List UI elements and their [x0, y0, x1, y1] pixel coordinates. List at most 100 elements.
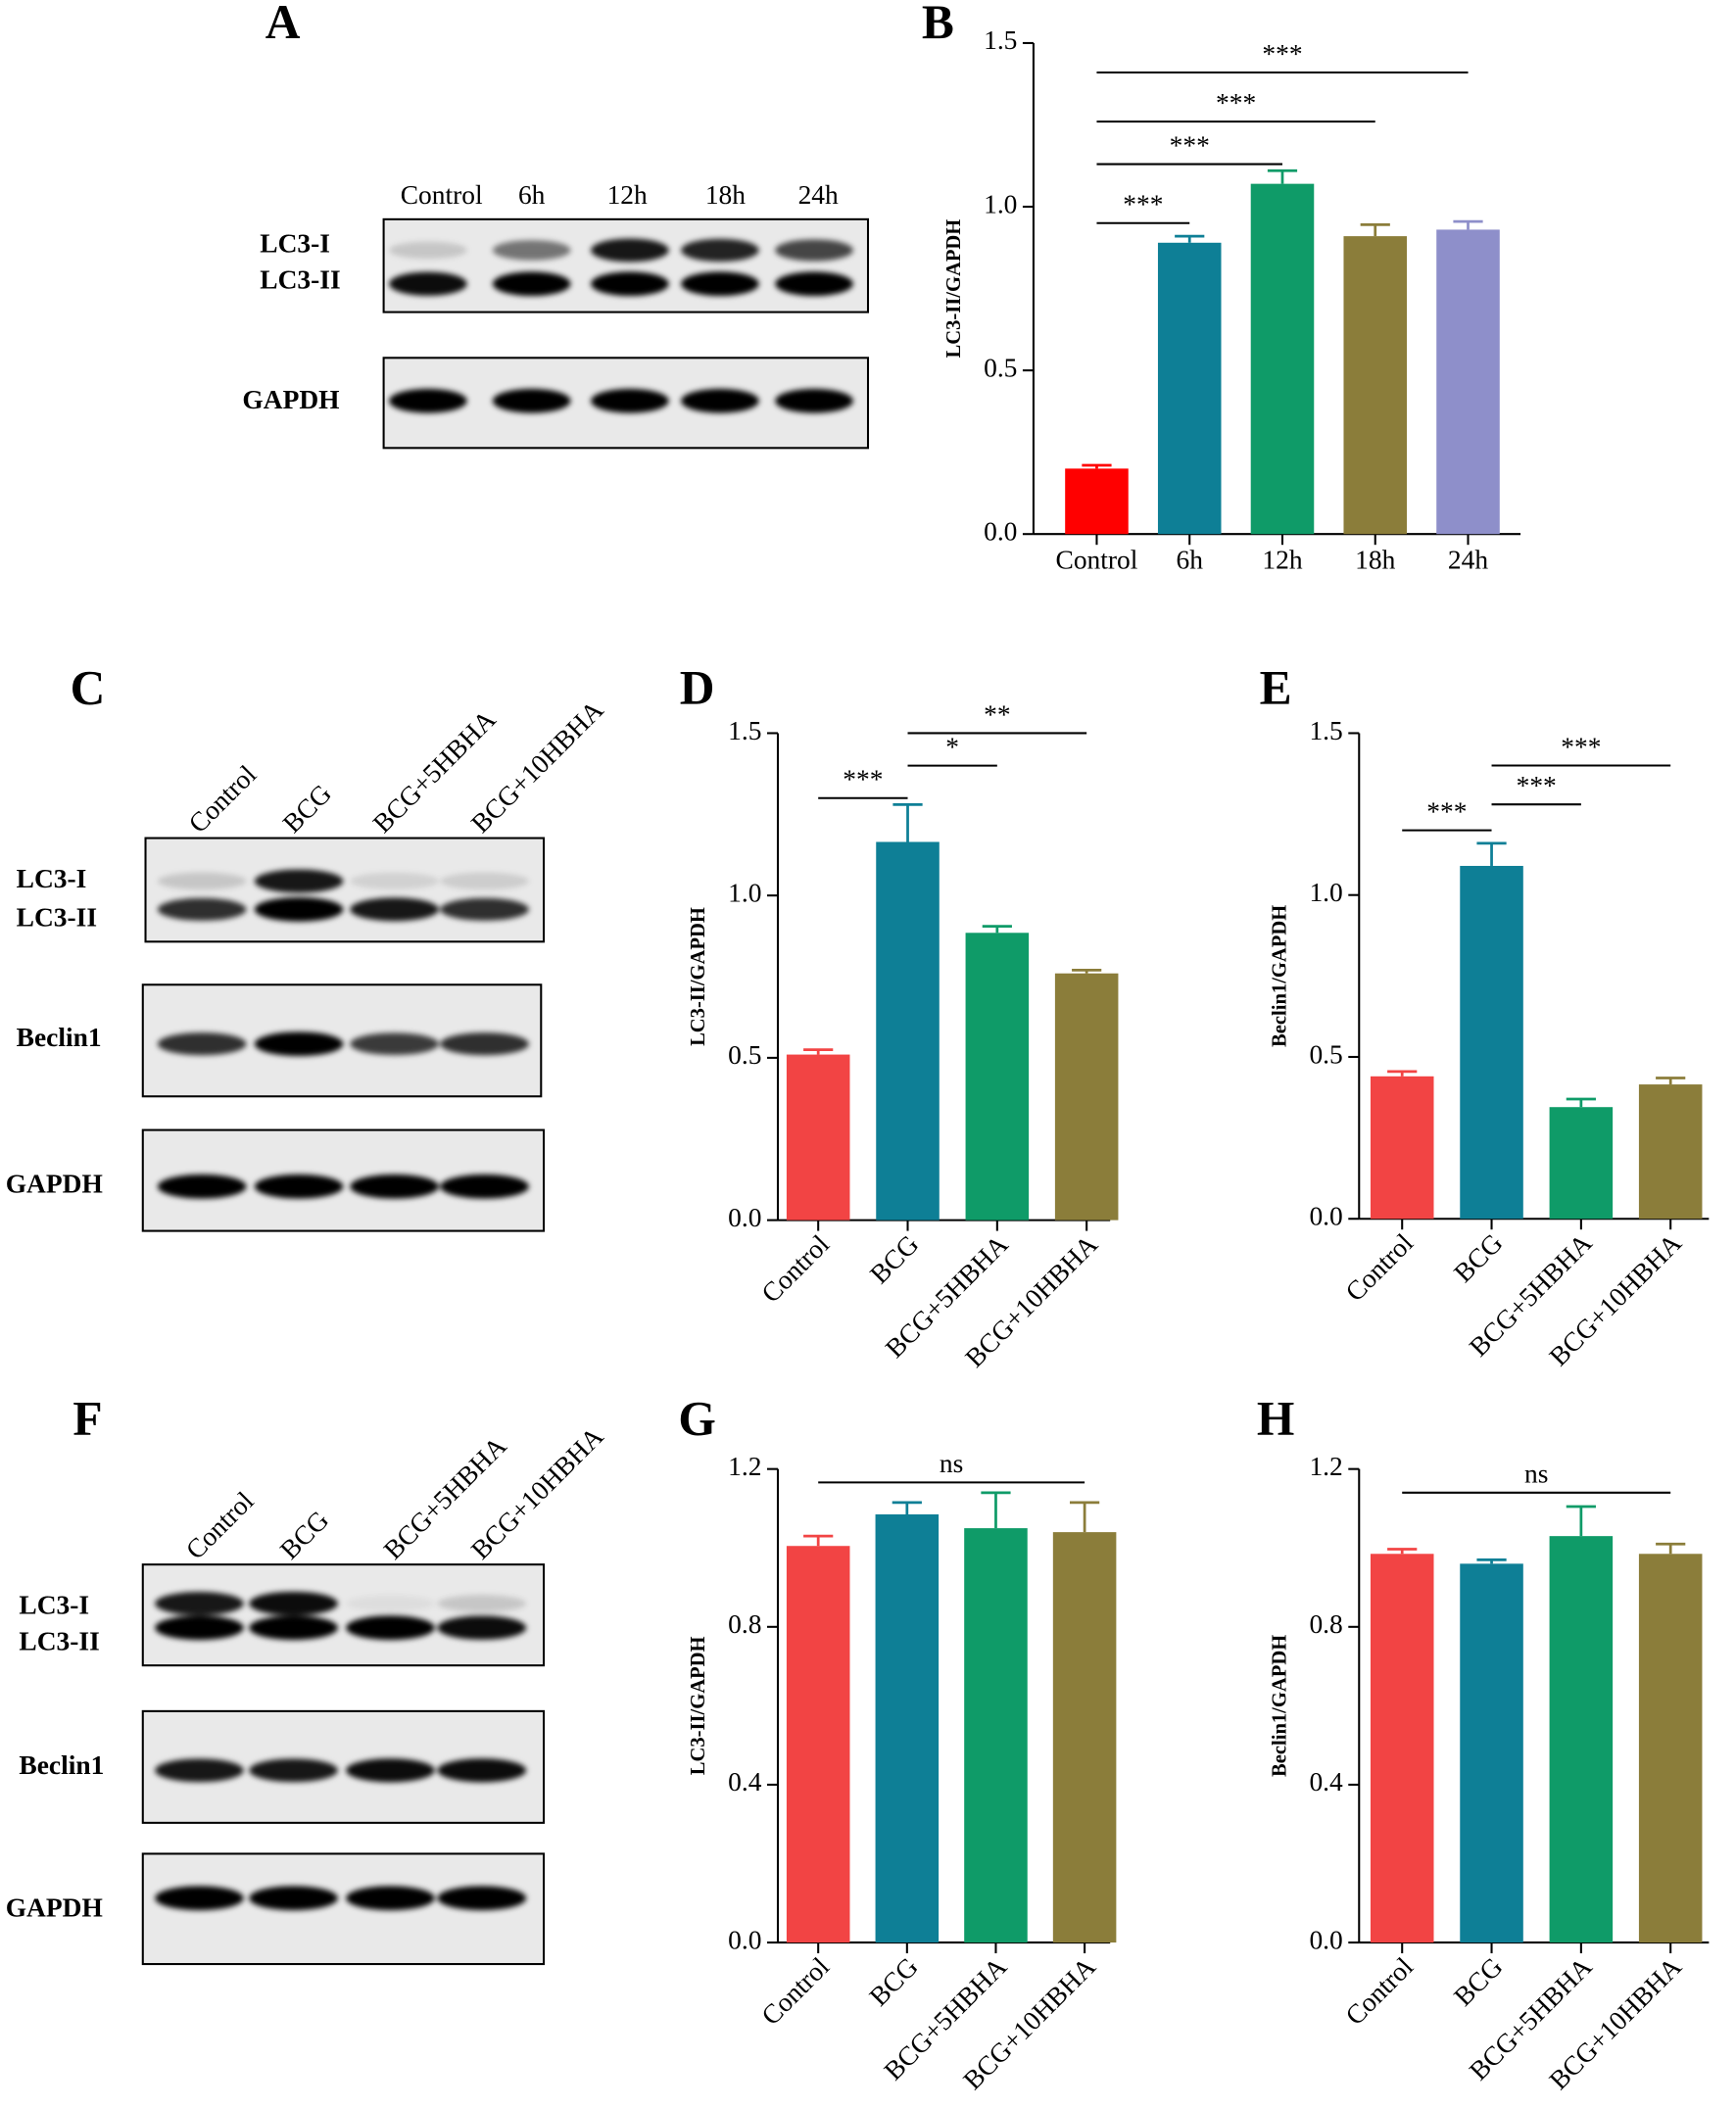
lane-label: Control	[183, 759, 263, 838]
band	[440, 1032, 529, 1056]
significance-label: *	[945, 732, 959, 761]
significance-label: ***	[1426, 796, 1467, 826]
band	[155, 1758, 244, 1783]
row-label: LC3-II	[19, 1626, 99, 1655]
lane-label: 6h	[518, 180, 546, 210]
row-label: Beclin1	[17, 1023, 102, 1052]
error-bar	[1453, 219, 1483, 230]
bar	[876, 841, 940, 1221]
band	[157, 872, 247, 890]
blot-background	[141, 1563, 546, 1667]
x-tick-label: Control	[1340, 1227, 1420, 1307]
y-tick-label: 1.2	[1309, 1452, 1342, 1481]
bar	[786, 1054, 850, 1221]
band	[591, 388, 669, 413]
band	[155, 1592, 244, 1615]
band	[350, 897, 439, 922]
blot-bands	[157, 1031, 529, 1057]
error-bar	[1387, 1070, 1418, 1077]
blot-bands	[389, 238, 853, 297]
band	[346, 1595, 435, 1612]
row-label: Beclin1	[19, 1750, 104, 1780]
panel-label: G	[678, 1391, 715, 1445]
y-tick-label: 0.4	[1309, 1767, 1343, 1797]
bar	[1549, 1536, 1614, 1943]
row-label: GAPDH	[6, 1170, 103, 1199]
row-label: LC3-I	[260, 229, 330, 259]
significance-label: ***	[1123, 190, 1163, 219]
band	[350, 1032, 439, 1056]
band	[254, 1031, 344, 1057]
x-tick-label: Control	[756, 1229, 836, 1309]
bar	[1549, 1107, 1614, 1220]
lane-label: 12h	[607, 180, 648, 210]
x-tick-label: 6h	[1176, 545, 1203, 574]
x-tick-label: BCG	[1448, 1228, 1508, 1288]
error-bar	[1082, 463, 1112, 469]
significance-label: ***	[843, 765, 883, 794]
lane-label: BCG	[277, 779, 337, 838]
significance-label: ***	[1170, 130, 1210, 160]
panel-label: H	[1257, 1391, 1294, 1445]
x-tick-label: BCG	[1448, 1952, 1508, 2012]
bar	[1157, 242, 1222, 535]
lane-label: 18h	[705, 180, 746, 210]
y-tick-label: 0.8	[1309, 1609, 1342, 1639]
lane-label: 24h	[798, 180, 839, 210]
y-tick-label: 0.0	[1309, 1202, 1342, 1231]
band	[346, 1886, 435, 1911]
bar	[1250, 183, 1315, 535]
panel-label: E	[1260, 661, 1292, 715]
bar	[1436, 229, 1500, 535]
band	[155, 1886, 244, 1911]
blot-bands	[155, 1591, 527, 1641]
y-tick-label: 0.0	[984, 517, 1017, 547]
error-bar	[892, 803, 923, 842]
y-tick-label: 0.8	[728, 1609, 761, 1639]
bar	[786, 1546, 850, 1943]
y-tick-label: 1.5	[728, 716, 761, 745]
bar	[1370, 1076, 1434, 1220]
panel-label: F	[72, 1391, 102, 1445]
row-label: GAPDH	[242, 385, 339, 414]
x-tick-label: BCG	[864, 1952, 924, 2012]
y-tick-label: 1.0	[1309, 878, 1342, 907]
band	[155, 1615, 244, 1641]
y-axis-label: Beclin1/GAPDH	[1269, 1635, 1290, 1777]
error-bar	[1656, 1077, 1686, 1085]
band	[492, 240, 571, 261]
band	[591, 238, 669, 263]
y-tick-label: 0.0	[1309, 1925, 1342, 1954]
band	[249, 1615, 338, 1641]
band	[346, 1758, 435, 1783]
y-tick-label: 1.5	[1309, 716, 1342, 745]
significance-label: ns	[1524, 1460, 1548, 1489]
y-tick-label: 1.0	[728, 878, 761, 907]
x-tick-label: Control	[756, 1951, 836, 2031]
y-tick-label: 1.0	[984, 189, 1017, 218]
significance-label: ***	[1262, 39, 1302, 69]
band	[440, 1174, 529, 1199]
significance-label: ***	[1517, 771, 1557, 800]
row-label: GAPDH	[6, 1892, 103, 1922]
band	[681, 271, 759, 297]
band	[775, 271, 853, 297]
y-tick-label: 0.5	[984, 353, 1017, 382]
blot-bands	[155, 1886, 527, 1911]
lane-label: Control	[401, 180, 483, 210]
band	[681, 238, 759, 263]
bar	[964, 1528, 1028, 1943]
band	[437, 1886, 527, 1911]
band	[389, 388, 467, 413]
blot-background	[144, 837, 546, 943]
band	[775, 239, 853, 262]
row-label: LC3-II	[17, 903, 97, 933]
band	[254, 1174, 344, 1199]
bar	[1638, 1084, 1703, 1220]
error-bar	[1476, 1557, 1507, 1564]
x-tick-label: Control	[1056, 545, 1138, 574]
y-tick-label: 0.0	[728, 1203, 761, 1232]
y-axis-label: Beclin1/GAPDH	[1269, 905, 1290, 1047]
